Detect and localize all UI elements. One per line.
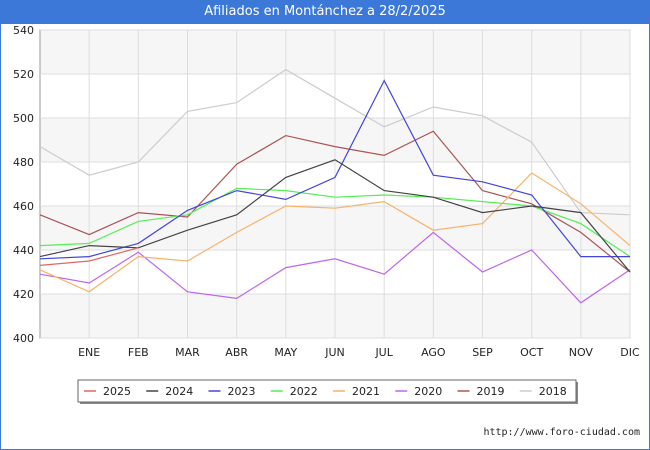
series-line-2023 <box>39 79 630 260</box>
series-line-2025 <box>39 247 139 266</box>
series-line-2019 <box>39 130 631 273</box>
chart-title: Afiliados en Montánchez a 28/2/2025 <box>0 0 650 24</box>
x-tick-label: MAY <box>274 346 297 359</box>
x-tick-label: MAR <box>175 346 200 359</box>
y-tick-label: 440 <box>13 244 34 257</box>
legend-label-2021: 2021 <box>352 385 380 398</box>
x-tick-label: JUN <box>324 346 345 359</box>
y-tick-label: 480 <box>13 156 34 169</box>
legend-label-2019: 2019 <box>477 385 505 398</box>
y-tick-label: 460 <box>13 200 34 213</box>
legend-box <box>77 379 577 403</box>
x-tick-label: ENE <box>78 346 100 359</box>
series-line-2020 <box>39 231 631 304</box>
legend-label-2018: 2018 <box>539 385 567 398</box>
legend-label-2020: 2020 <box>414 385 442 398</box>
legend-label-2025: 2025 <box>103 385 131 398</box>
legend-label-2024: 2024 <box>165 385 193 398</box>
y-tick-label: 540 <box>13 24 34 37</box>
x-tick-label: SEP <box>472 346 493 359</box>
x-tick-label: ABR <box>225 346 248 359</box>
x-tick-label: NOV <box>569 346 594 359</box>
y-tick-label: 500 <box>13 112 34 125</box>
y-tick-label: 400 <box>13 332 34 345</box>
series-line-2021 <box>39 172 631 293</box>
y-tick-label: 420 <box>13 288 34 301</box>
footer-url: http://www.foro-ciudad.com <box>483 427 640 438</box>
x-tick-label: FEB <box>128 346 149 359</box>
series-line-2018 <box>39 68 631 216</box>
x-tick-label: OCT <box>520 346 543 359</box>
x-tick-label: JUL <box>374 346 393 359</box>
legend-label-2023: 2023 <box>228 385 256 398</box>
x-tick-label: DIC <box>620 346 640 359</box>
legend-label-2022: 2022 <box>290 385 318 398</box>
x-tick-label: AGO <box>421 346 446 359</box>
y-tick-label: 520 <box>13 68 34 81</box>
